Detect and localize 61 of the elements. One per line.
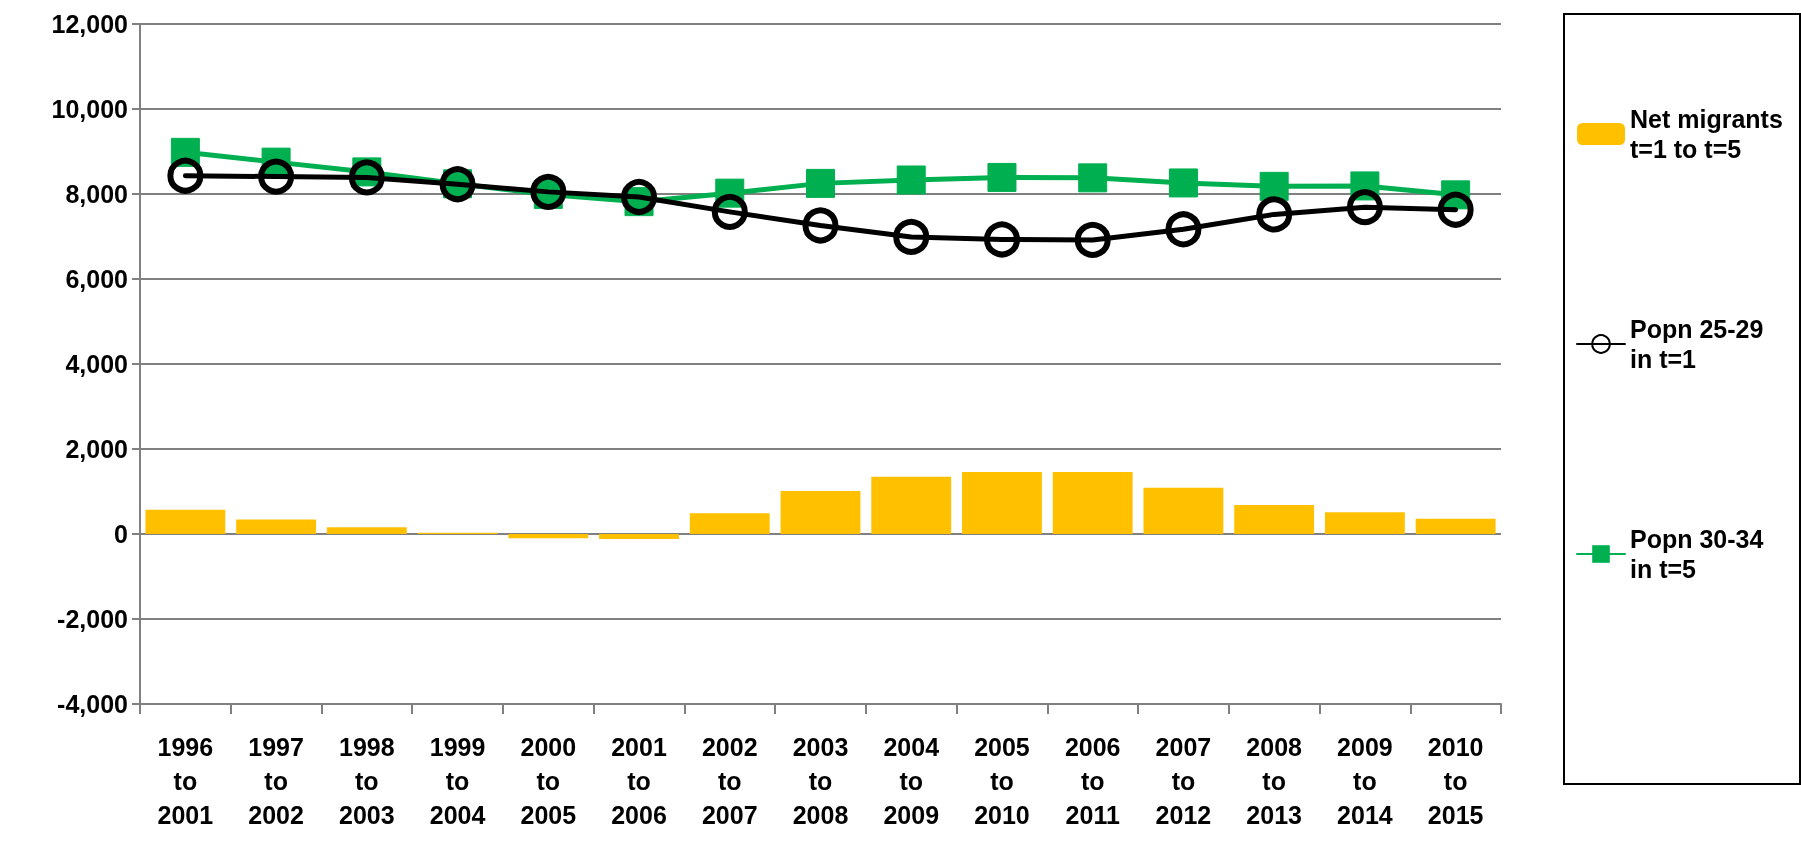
bar xyxy=(599,534,679,540)
point xyxy=(806,168,835,198)
point xyxy=(348,159,385,196)
x-tick-label: 2003 to 2008 xyxy=(792,733,849,829)
y-tick-label: -4,000 xyxy=(57,690,128,718)
legend-label: Popn 30-34 in t=5 xyxy=(1630,525,1771,583)
point xyxy=(1074,221,1111,258)
x-tick-label: 2002 to 2007 xyxy=(701,733,758,829)
point xyxy=(1168,168,1198,198)
bar xyxy=(780,491,861,534)
bar xyxy=(962,471,1042,534)
x-tick-label: 2008 to 2013 xyxy=(1246,733,1303,829)
y-tick-label: -2,000 xyxy=(57,605,128,633)
bar xyxy=(1234,505,1315,534)
legend-label: Net migrants t=1 to t=5 xyxy=(1630,105,1790,163)
point xyxy=(167,157,204,194)
point xyxy=(802,207,839,244)
y-tick-label: 8,000 xyxy=(65,180,128,208)
bar xyxy=(145,509,226,534)
point xyxy=(1256,196,1293,233)
point xyxy=(1346,189,1383,226)
y-tick-label: 0 xyxy=(114,520,128,548)
point xyxy=(896,165,926,195)
point xyxy=(530,173,567,210)
bar xyxy=(508,534,589,539)
bar xyxy=(236,519,317,534)
point xyxy=(1259,171,1289,201)
y-tick-label: 12,000 xyxy=(51,10,128,38)
x-tick-label: 2009 to 2014 xyxy=(1337,733,1393,829)
point xyxy=(1437,191,1474,228)
x-tick-label: 2004 to 2009 xyxy=(883,733,940,829)
point xyxy=(1165,211,1202,248)
x-tick-label: 2007 to 2012 xyxy=(1155,733,1212,829)
bar xyxy=(689,513,770,534)
x-tick-label: 1996 to 2001 xyxy=(157,733,214,829)
y-tick-label: 6,000 xyxy=(65,265,128,293)
y-tick-label: 2,000 xyxy=(65,435,128,463)
point xyxy=(987,162,1017,192)
y-tick-label: 10,000 xyxy=(51,95,128,123)
x-tick-label: 2010 to 2015 xyxy=(1427,733,1484,829)
x-tick-label: 1998 to 2003 xyxy=(339,733,395,829)
x-tick-label: 2001 to 2006 xyxy=(611,733,667,829)
point xyxy=(258,158,295,195)
x-tick-label: 2000 to 2005 xyxy=(520,733,577,829)
point xyxy=(984,221,1020,258)
point xyxy=(621,178,658,215)
bar xyxy=(1324,512,1405,534)
bar xyxy=(1415,518,1496,534)
x-tick-label: 2006 to 2011 xyxy=(1064,733,1121,829)
point xyxy=(893,218,930,255)
x-tick-label: 1997 to 2002 xyxy=(248,733,304,829)
bar xyxy=(1052,471,1133,534)
bar xyxy=(326,527,407,534)
bar xyxy=(1143,487,1224,534)
bar xyxy=(871,476,952,534)
y-tick-label: 4,000 xyxy=(65,350,128,378)
x-tick-label: 1999 to 2004 xyxy=(429,733,486,829)
legend-label: Popn 25-29 in t=1 xyxy=(1630,315,1771,373)
point xyxy=(711,193,748,230)
point xyxy=(1078,163,1108,193)
x-tick-label: 2005 to 2010 xyxy=(974,733,1030,829)
